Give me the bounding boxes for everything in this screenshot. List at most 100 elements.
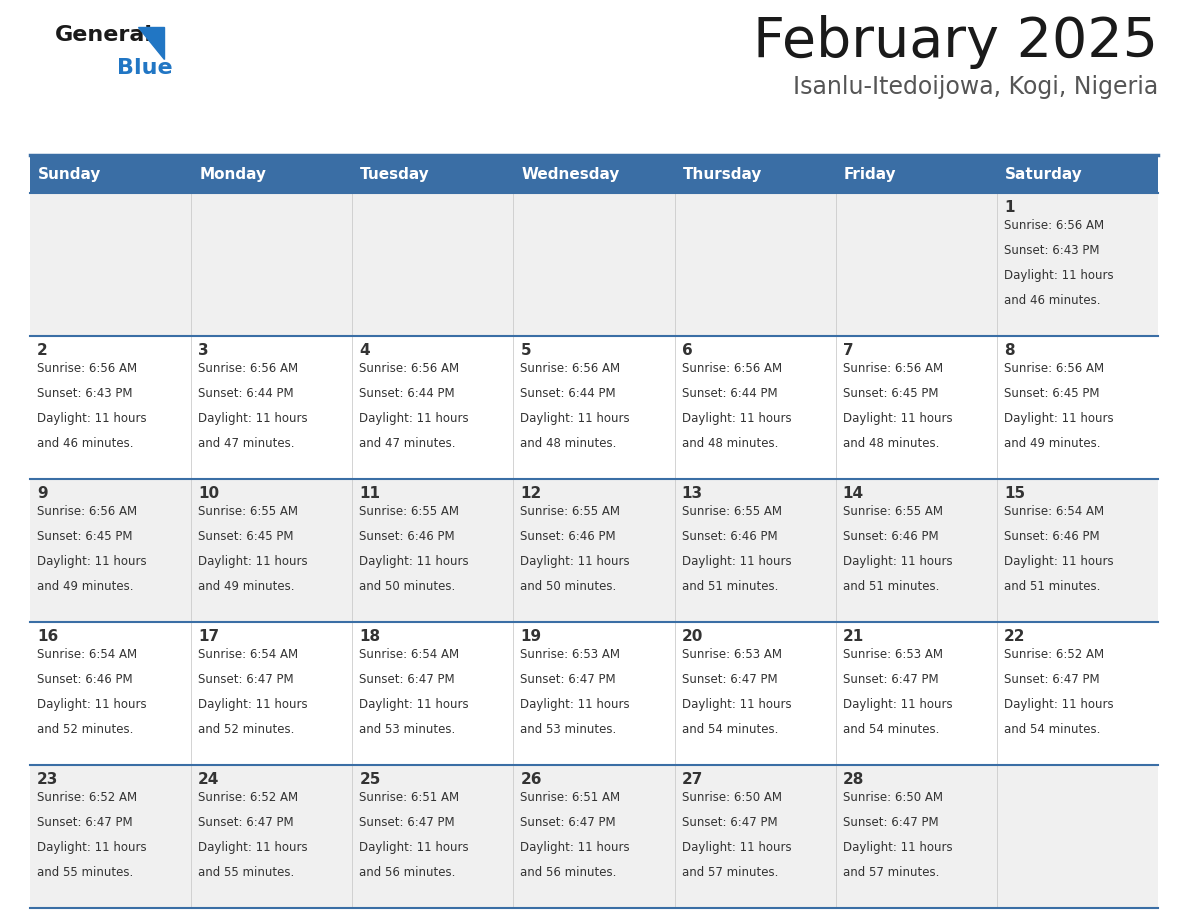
Bar — [997, 193, 1158, 336]
Text: Sunrise: 6:52 AM: Sunrise: 6:52 AM — [37, 791, 137, 804]
Text: Sunrise: 6:54 AM: Sunrise: 6:54 AM — [1004, 505, 1104, 518]
Text: Monday: Monday — [200, 166, 266, 182]
Text: and 52 minutes.: and 52 minutes. — [37, 723, 133, 736]
Text: 12: 12 — [520, 486, 542, 501]
Text: Sunrise: 6:56 AM: Sunrise: 6:56 AM — [682, 362, 782, 375]
Text: 1: 1 — [1004, 200, 1015, 215]
Text: Sunset: 6:46 PM: Sunset: 6:46 PM — [37, 673, 133, 686]
Text: Daylight: 11 hours: Daylight: 11 hours — [682, 699, 791, 711]
Text: Sunset: 6:44 PM: Sunset: 6:44 PM — [198, 387, 293, 400]
Text: Sunset: 6:47 PM: Sunset: 6:47 PM — [682, 816, 777, 829]
Text: February 2025: February 2025 — [753, 15, 1158, 69]
Text: 22: 22 — [1004, 629, 1025, 644]
Bar — [675, 193, 835, 336]
Text: and 57 minutes.: and 57 minutes. — [682, 867, 778, 879]
Text: Daylight: 11 hours: Daylight: 11 hours — [842, 412, 953, 425]
Text: and 51 minutes.: and 51 minutes. — [1004, 580, 1100, 593]
Text: and 48 minutes.: and 48 minutes. — [520, 437, 617, 451]
Text: 14: 14 — [842, 486, 864, 501]
Text: Daylight: 11 hours: Daylight: 11 hours — [198, 699, 308, 711]
Text: Sunday: Sunday — [38, 166, 101, 182]
Text: Sunrise: 6:52 AM: Sunrise: 6:52 AM — [198, 791, 298, 804]
Text: Sunset: 6:45 PM: Sunset: 6:45 PM — [37, 530, 133, 543]
Text: General: General — [55, 25, 153, 45]
Text: 18: 18 — [359, 629, 380, 644]
Text: and 48 minutes.: and 48 minutes. — [842, 437, 939, 451]
Text: Sunrise: 6:56 AM: Sunrise: 6:56 AM — [520, 362, 620, 375]
Text: and 46 minutes.: and 46 minutes. — [37, 437, 133, 451]
Bar — [191, 155, 353, 193]
Text: Sunrise: 6:55 AM: Sunrise: 6:55 AM — [198, 505, 298, 518]
Bar — [835, 479, 997, 622]
Text: and 48 minutes.: and 48 minutes. — [682, 437, 778, 451]
Bar — [675, 336, 835, 479]
Text: 5: 5 — [520, 343, 531, 358]
Bar — [513, 622, 675, 765]
Text: and 50 minutes.: and 50 minutes. — [359, 580, 455, 593]
Bar — [675, 155, 835, 193]
Text: Sunrise: 6:51 AM: Sunrise: 6:51 AM — [359, 791, 460, 804]
Text: Daylight: 11 hours: Daylight: 11 hours — [359, 841, 469, 855]
Text: Daylight: 11 hours: Daylight: 11 hours — [842, 699, 953, 711]
Text: Sunrise: 6:53 AM: Sunrise: 6:53 AM — [842, 648, 943, 661]
Bar — [353, 336, 513, 479]
Text: 16: 16 — [37, 629, 58, 644]
Bar — [30, 622, 191, 765]
Text: Daylight: 11 hours: Daylight: 11 hours — [842, 841, 953, 855]
Text: Thursday: Thursday — [683, 166, 762, 182]
Bar — [353, 765, 513, 908]
Text: Daylight: 11 hours: Daylight: 11 hours — [520, 699, 630, 711]
Text: and 53 minutes.: and 53 minutes. — [520, 723, 617, 736]
Text: and 49 minutes.: and 49 minutes. — [37, 580, 133, 593]
Bar — [835, 622, 997, 765]
Text: 28: 28 — [842, 772, 864, 787]
Bar — [191, 765, 353, 908]
Text: 11: 11 — [359, 486, 380, 501]
Bar — [997, 155, 1158, 193]
Text: Sunrise: 6:53 AM: Sunrise: 6:53 AM — [520, 648, 620, 661]
Text: and 54 minutes.: and 54 minutes. — [842, 723, 939, 736]
Text: 10: 10 — [198, 486, 220, 501]
Text: Sunrise: 6:56 AM: Sunrise: 6:56 AM — [37, 505, 137, 518]
Text: Daylight: 11 hours: Daylight: 11 hours — [682, 555, 791, 568]
Text: 13: 13 — [682, 486, 702, 501]
Text: Blue: Blue — [116, 58, 172, 78]
Text: and 49 minutes.: and 49 minutes. — [198, 580, 295, 593]
Text: and 57 minutes.: and 57 minutes. — [842, 867, 939, 879]
Bar — [835, 193, 997, 336]
Text: 15: 15 — [1004, 486, 1025, 501]
Bar — [835, 765, 997, 908]
Text: Sunset: 6:43 PM: Sunset: 6:43 PM — [1004, 244, 1099, 257]
Text: Sunset: 6:44 PM: Sunset: 6:44 PM — [520, 387, 617, 400]
Text: and 56 minutes.: and 56 minutes. — [359, 867, 456, 879]
Text: and 47 minutes.: and 47 minutes. — [198, 437, 295, 451]
Text: 4: 4 — [359, 343, 369, 358]
Text: Sunrise: 6:53 AM: Sunrise: 6:53 AM — [682, 648, 782, 661]
Text: Daylight: 11 hours: Daylight: 11 hours — [1004, 269, 1113, 282]
Text: Sunrise: 6:56 AM: Sunrise: 6:56 AM — [359, 362, 460, 375]
Text: and 50 minutes.: and 50 minutes. — [520, 580, 617, 593]
Text: and 46 minutes.: and 46 minutes. — [1004, 295, 1100, 308]
Bar — [353, 479, 513, 622]
Polygon shape — [138, 27, 164, 59]
Text: 9: 9 — [37, 486, 48, 501]
Bar — [997, 622, 1158, 765]
Text: Daylight: 11 hours: Daylight: 11 hours — [198, 555, 308, 568]
Text: Sunrise: 6:56 AM: Sunrise: 6:56 AM — [1004, 219, 1104, 232]
Bar — [675, 765, 835, 908]
Text: 24: 24 — [198, 772, 220, 787]
Text: 19: 19 — [520, 629, 542, 644]
Text: Daylight: 11 hours: Daylight: 11 hours — [1004, 699, 1113, 711]
Text: Tuesday: Tuesday — [360, 166, 430, 182]
Text: Daylight: 11 hours: Daylight: 11 hours — [520, 555, 630, 568]
Text: Sunset: 6:46 PM: Sunset: 6:46 PM — [359, 530, 455, 543]
Text: 6: 6 — [682, 343, 693, 358]
Bar — [513, 193, 675, 336]
Text: Sunrise: 6:56 AM: Sunrise: 6:56 AM — [1004, 362, 1104, 375]
Text: Sunrise: 6:56 AM: Sunrise: 6:56 AM — [842, 362, 943, 375]
Text: Sunrise: 6:55 AM: Sunrise: 6:55 AM — [682, 505, 782, 518]
Text: 25: 25 — [359, 772, 380, 787]
Text: Daylight: 11 hours: Daylight: 11 hours — [37, 412, 146, 425]
Bar — [353, 155, 513, 193]
Text: and 47 minutes.: and 47 minutes. — [359, 437, 456, 451]
